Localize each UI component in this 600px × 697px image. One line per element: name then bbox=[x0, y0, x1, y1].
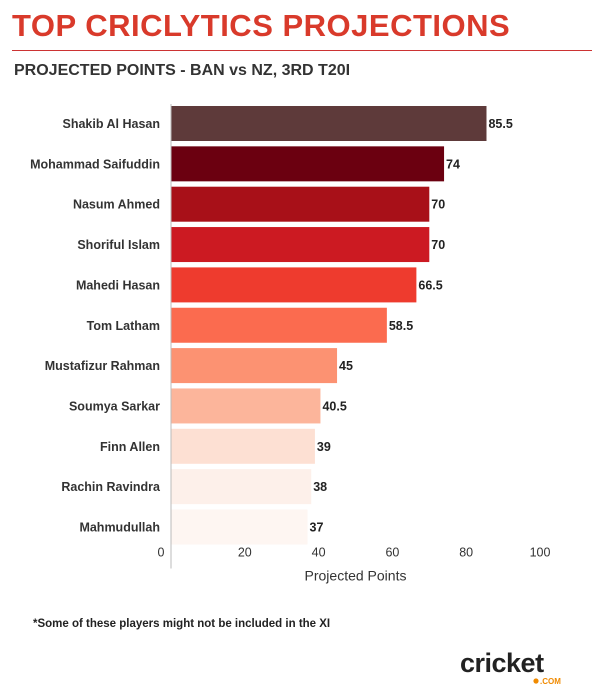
data-label: 39 bbox=[317, 440, 331, 454]
category-labels: Shakib Al Hasan 85.5 Mohammad Saifuddin 74 N… bbox=[30, 117, 513, 535]
category-label: Finn Allen bbox=[100, 440, 160, 454]
footnote: *Some of these players might not be incl… bbox=[33, 618, 331, 630]
data-label: 58.5 bbox=[389, 319, 413, 333]
category-label: Soumya Sarkar bbox=[69, 399, 160, 413]
title-divider bbox=[12, 50, 592, 51]
bar bbox=[171, 267, 417, 303]
bar bbox=[171, 348, 338, 384]
data-label: 70 bbox=[431, 238, 445, 252]
data-label: 45 bbox=[339, 359, 353, 373]
category-label: Tom Latham bbox=[87, 319, 160, 333]
bar bbox=[171, 388, 321, 424]
x-tick-label: 60 bbox=[385, 546, 399, 560]
x-tick-label: 20 bbox=[238, 546, 252, 560]
category-label: Mahmudullah bbox=[79, 521, 160, 535]
x-axis-ticks: 0 20 40 60 80 100 bbox=[158, 546, 551, 560]
data-label: 74 bbox=[446, 157, 460, 171]
svg-text:.COM: .COM bbox=[540, 677, 561, 686]
chart-subtitle: PROJECTED POINTS - BAN vs NZ, 3RD T20I bbox=[14, 62, 351, 79]
bars-layer bbox=[171, 106, 487, 545]
bar-chart: Shakib Al Hasan 85.5 Mohammad Saifuddin 74 N… bbox=[30, 104, 551, 584]
bar bbox=[171, 227, 430, 263]
bar bbox=[171, 469, 312, 505]
bar bbox=[171, 106, 487, 141]
x-axis-title: Projected Points bbox=[305, 568, 407, 584]
category-label: Shoriful Islam bbox=[77, 238, 160, 252]
x-tick-label: 0 bbox=[158, 546, 165, 560]
svg-text:cricket: cricket bbox=[460, 648, 544, 678]
data-label: 85.5 bbox=[488, 117, 512, 131]
data-label: 70 bbox=[431, 198, 445, 212]
chart-title: TOP CRICLYTICS PROJECTIONS bbox=[12, 8, 511, 43]
category-label: Mustafizur Rahman bbox=[45, 359, 160, 373]
cricket-com-logo: cricket .COM bbox=[460, 648, 561, 686]
category-label: Rachin Ravindra bbox=[61, 480, 161, 494]
data-label: 40.5 bbox=[322, 399, 346, 413]
x-tick-label: 80 bbox=[459, 546, 473, 560]
data-label: 66.5 bbox=[418, 278, 442, 292]
x-tick-label: 100 bbox=[530, 546, 551, 560]
data-label: 38 bbox=[313, 480, 327, 494]
category-label: Mohammad Saifuddin bbox=[30, 157, 160, 171]
data-label: 37 bbox=[310, 521, 324, 535]
bar bbox=[171, 307, 387, 343]
category-label: Mahedi Hasan bbox=[76, 278, 160, 292]
bar bbox=[171, 146, 445, 182]
bar bbox=[171, 186, 430, 222]
category-label: Shakib Al Hasan bbox=[63, 117, 161, 131]
bar bbox=[171, 509, 308, 545]
category-label: Nasum Ahmed bbox=[73, 198, 160, 212]
bar bbox=[171, 428, 315, 464]
x-tick-label: 40 bbox=[312, 546, 326, 560]
